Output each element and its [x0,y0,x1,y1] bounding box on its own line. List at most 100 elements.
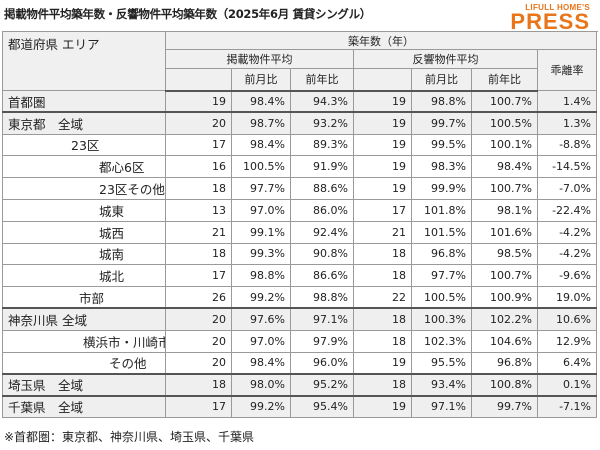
cell-divergence: 1.3% [537,111,597,135]
cell-response-years: 18 [353,242,412,266]
cell-listed-years: 18 [165,373,232,397]
table-row: 東京都 全域 20 98.7% 93.2% 19 99.7% 100.5% 1.… [2,111,597,135]
row-name: 城西 [2,220,166,244]
cell-listed-mom: 98.8% [231,264,291,288]
cell-listed-mom: 99.2% [231,395,291,418]
cell-response-mom: 100.3% [411,307,472,331]
cell-divergence: 10.6% [537,307,597,331]
header-blank [353,68,412,92]
table-row: 神奈川県 全域 20 97.6% 97.1% 18 100.3% 102.2% … [2,307,597,331]
cell-listed-mom: 99.2% [231,286,291,310]
row-name: 城南 [2,242,166,266]
cell-listed-yoy: 96.0% [290,351,354,375]
table-row: 城南 18 99.3% 90.8% 18 96.8% 98.5% -4.2% [2,242,597,266]
cell-listed-mom: 98.0% [231,373,291,397]
cell-response-yoy: 96.8% [471,351,538,375]
cell-response-mom: 96.8% [411,242,472,266]
cell-response-years: 18 [353,264,412,288]
cell-listed-mom: 99.1% [231,220,291,244]
row-name: 首都圏 [2,90,166,114]
cell-response-mom: 101.8% [411,198,472,222]
cell-response-yoy: 101.6% [471,220,538,244]
cell-divergence: 12.9% [537,329,597,353]
table-row: 埼玉県 全域 18 98.0% 95.2% 18 93.4% 100.8% 0.… [2,373,597,397]
cell-response-years: 19 [353,133,412,157]
table-row: 城東 13 97.0% 86.0% 17 101.8% 98.1% -22.4% [2,198,597,222]
row-name: 23区その他 [2,177,166,200]
row-name: 神奈川県 全域 [2,307,166,331]
row-name: 横浜市・川崎市 [2,329,166,353]
cell-response-years: 18 [353,307,412,331]
cell-divergence: 19.0% [537,286,597,310]
cell-listed-yoy: 86.6% [290,264,354,288]
cell-response-mom: 99.9% [411,177,472,200]
cell-listed-years: 17 [165,133,232,157]
cell-listed-mom: 100.5% [231,155,291,179]
cell-response-mom: 101.5% [411,220,472,244]
cell-response-yoy: 98.1% [471,198,538,222]
cell-listed-yoy: 88.6% [290,177,354,200]
row-name: 市部 [2,286,166,310]
cell-listed-years: 16 [165,155,232,179]
cell-divergence: 0.1% [537,373,597,397]
cell-listed-yoy: 97.1% [290,307,354,331]
cell-listed-yoy: 91.9% [290,155,354,179]
row-name: 城東 [2,198,166,222]
cell-listed-years: 21 [165,220,232,244]
cell-response-mom: 95.5% [411,351,472,375]
cell-listed-mom: 97.0% [231,198,291,222]
footnote: ※首都圏：東京都、神奈川県、埼玉県、千葉県 [4,430,255,444]
header-area: 都道府県 エリア [2,31,166,91]
cell-response-yoy: 99.7% [471,395,538,418]
cell-response-years: 19 [353,111,412,135]
table-row: 23区その他 18 97.7% 88.6% 19 99.9% 100.7% -7… [2,177,597,200]
cell-response-mom: 97.7% [411,264,472,288]
cell-response-years: 18 [353,373,412,397]
cell-listed-yoy: 89.3% [290,133,354,157]
table-row: その他 20 98.4% 96.0% 19 95.5% 96.8% 6.4% [2,351,597,375]
logo-top-text: LIFULL HOME'S [525,3,590,12]
cell-response-yoy: 100.1% [471,133,538,157]
cell-response-mom: 100.5% [411,286,472,310]
cell-response-yoy: 102.2% [471,307,538,331]
cell-listed-yoy: 92.4% [290,220,354,244]
cell-listed-mom: 97.0% [231,329,291,353]
cell-listed-mom: 98.4% [231,133,291,157]
cell-response-yoy: 98.4% [471,155,538,179]
cell-response-mom: 98.3% [411,155,472,179]
cell-listed-yoy: 95.4% [290,395,354,418]
cell-response-years: 19 [353,177,412,200]
row-name: 都心6区 [2,155,166,179]
cell-divergence: -14.5% [537,155,597,179]
cell-response-years: 21 [353,220,412,244]
row-name: 23区 [2,133,166,157]
cell-listed-years: 18 [165,177,232,200]
row-name: 埼玉県 全域 [2,373,166,397]
table-row: 都心6区 16 100.5% 91.9% 19 98.3% 98.4% -14.… [2,155,597,179]
table-row: 市部 26 99.2% 98.8% 22 100.5% 100.9% 19.0% [2,286,597,310]
table-row: 城西 21 99.1% 92.4% 21 101.5% 101.6% -4.2% [2,220,597,244]
cell-response-yoy: 98.5% [471,242,538,266]
cell-listed-years: 17 [165,395,232,418]
cell-response-mom: 98.8% [411,90,472,114]
logo: LIFULL HOME'S PRESS [510,3,590,33]
cell-listed-mom: 98.4% [231,90,291,114]
cell-response-yoy: 100.7% [471,264,538,288]
cell-response-mom: 97.1% [411,395,472,418]
cell-listed-yoy: 97.9% [290,329,354,353]
table-row: 首都圏 19 98.4% 94.3% 19 98.8% 100.7% 1.4% [2,90,597,114]
cell-listed-yoy: 93.2% [290,111,354,135]
cell-listed-years: 26 [165,286,232,310]
table-row: 23区 17 98.4% 89.3% 19 99.5% 100.1% -8.8% [2,133,597,157]
header-listed-avg: 掲載物件平均 [165,49,354,69]
cell-response-yoy: 100.8% [471,373,538,397]
cell-listed-years: 18 [165,242,232,266]
table-row: 横浜市・川崎市 20 97.0% 97.9% 18 102.3% 104.6% … [2,329,597,353]
data-table: 都道府県 エリア 築年数（年） 掲載物件平均 反響物件平均 乖離率 前月比 前年… [2,31,597,418]
cell-response-years: 18 [353,329,412,353]
cell-response-mom: 99.7% [411,111,472,135]
cell-response-mom: 102.3% [411,329,472,353]
header-listed-mom: 前月比 [231,68,291,92]
cell-response-years: 19 [353,395,412,418]
header-blank [165,68,232,92]
